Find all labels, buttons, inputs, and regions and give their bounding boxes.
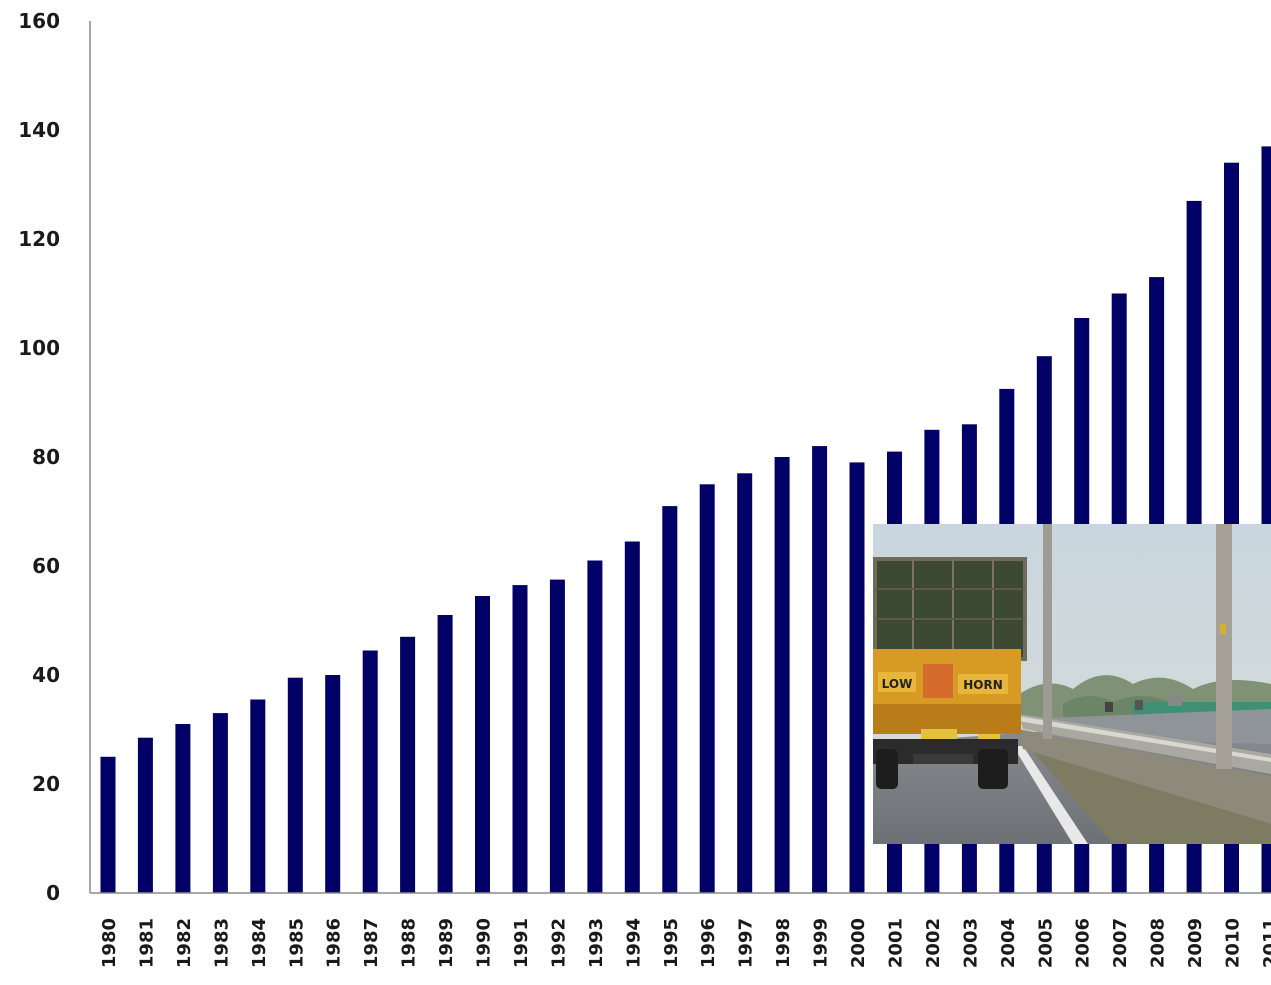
x-tick-label: 1985 (286, 918, 307, 968)
truck-on-highway-photo: LOW HORN (873, 524, 1271, 844)
x-tick-label: 2004 (998, 918, 1019, 968)
x-tick-label: 2005 (1035, 918, 1056, 968)
x-tick-label: 1983 (211, 918, 232, 968)
x-tick-label: 1999 (811, 918, 832, 968)
x-tick-label: 1980 (99, 918, 120, 968)
y-tick-label: 20 (32, 772, 60, 796)
y-tick-label: 60 (32, 554, 60, 578)
bar-2000 (849, 462, 865, 893)
x-tick-label: 1982 (174, 918, 195, 968)
x-tick-label: 1993 (586, 918, 607, 968)
bar-1993 (587, 560, 603, 893)
x-tick-label: 2002 (923, 918, 944, 968)
bar-1983 (212, 713, 228, 893)
bar-1988 (400, 636, 416, 893)
x-tick-label: 1992 (548, 918, 569, 968)
bar-1996 (699, 484, 715, 894)
x-tick-label: 1984 (249, 918, 270, 968)
bar-1994 (624, 541, 640, 893)
x-axis: 1980 1981 1982 1983 1984 1985 1986 1987 1988 1989… (90, 892, 1271, 968)
y-tick-label: 160 (18, 9, 60, 33)
y-axis: 0 20 40 60 80 100 120 140 160 (18, 9, 91, 905)
x-tick-label: 1990 (474, 918, 495, 968)
truck-sign-right: HORN (963, 678, 1003, 692)
x-tick-label: 2011 (1260, 918, 1271, 968)
y-tick-label: 100 (18, 336, 60, 360)
bar-1987 (362, 650, 378, 893)
x-tick-label: 1996 (698, 918, 719, 968)
bar-1998 (774, 457, 790, 893)
x-tick-label: 2001 (886, 918, 907, 968)
bar-2011 (1261, 146, 1271, 893)
bar-1980 (100, 756, 116, 894)
x-tick-label: 2008 (1148, 918, 1169, 968)
x-tick-label: 1981 (136, 918, 157, 968)
bar-1995 (662, 506, 678, 893)
x-tick-label: 1991 (511, 918, 532, 968)
y-tick-label: 140 (18, 118, 60, 142)
x-tick-label: 2006 (1073, 918, 1094, 968)
x-tick-label: 1998 (773, 918, 794, 968)
x-tick-label: 2000 (848, 918, 869, 968)
y-tick-label: 0 (46, 881, 60, 905)
bar-1982 (175, 724, 191, 893)
x-tick-label: 1994 (623, 918, 644, 968)
bar-1985 (287, 677, 303, 893)
x-tick-label: 2010 (1223, 918, 1244, 968)
truck-sign-left: LOW (882, 677, 913, 691)
x-tick-label: 2009 (1185, 918, 1206, 968)
bar-1991 (512, 585, 528, 893)
bar-1999 (812, 446, 828, 893)
y-tick-label: 120 (18, 227, 60, 251)
y-tick-label: 40 (32, 663, 60, 687)
bar-1989 (437, 615, 453, 893)
bar-1990 (475, 596, 490, 893)
x-tick-label: 1997 (736, 918, 757, 968)
bar-1992 (549, 579, 565, 893)
bar-1981 (137, 737, 153, 893)
bar-1984 (250, 699, 266, 893)
x-tick-label: 1986 (324, 918, 345, 968)
x-tick-label: 2003 (960, 918, 981, 968)
y-tick-label: 80 (32, 445, 60, 469)
x-tick-label: 1987 (361, 918, 382, 968)
x-tick-label: 1995 (661, 918, 682, 968)
x-tick-label: 2007 (1110, 918, 1131, 968)
x-tick-label: 1988 (399, 918, 420, 968)
bar-1997 (737, 473, 753, 893)
bar-1986 (325, 675, 341, 893)
x-tick-label: 1989 (436, 918, 457, 968)
